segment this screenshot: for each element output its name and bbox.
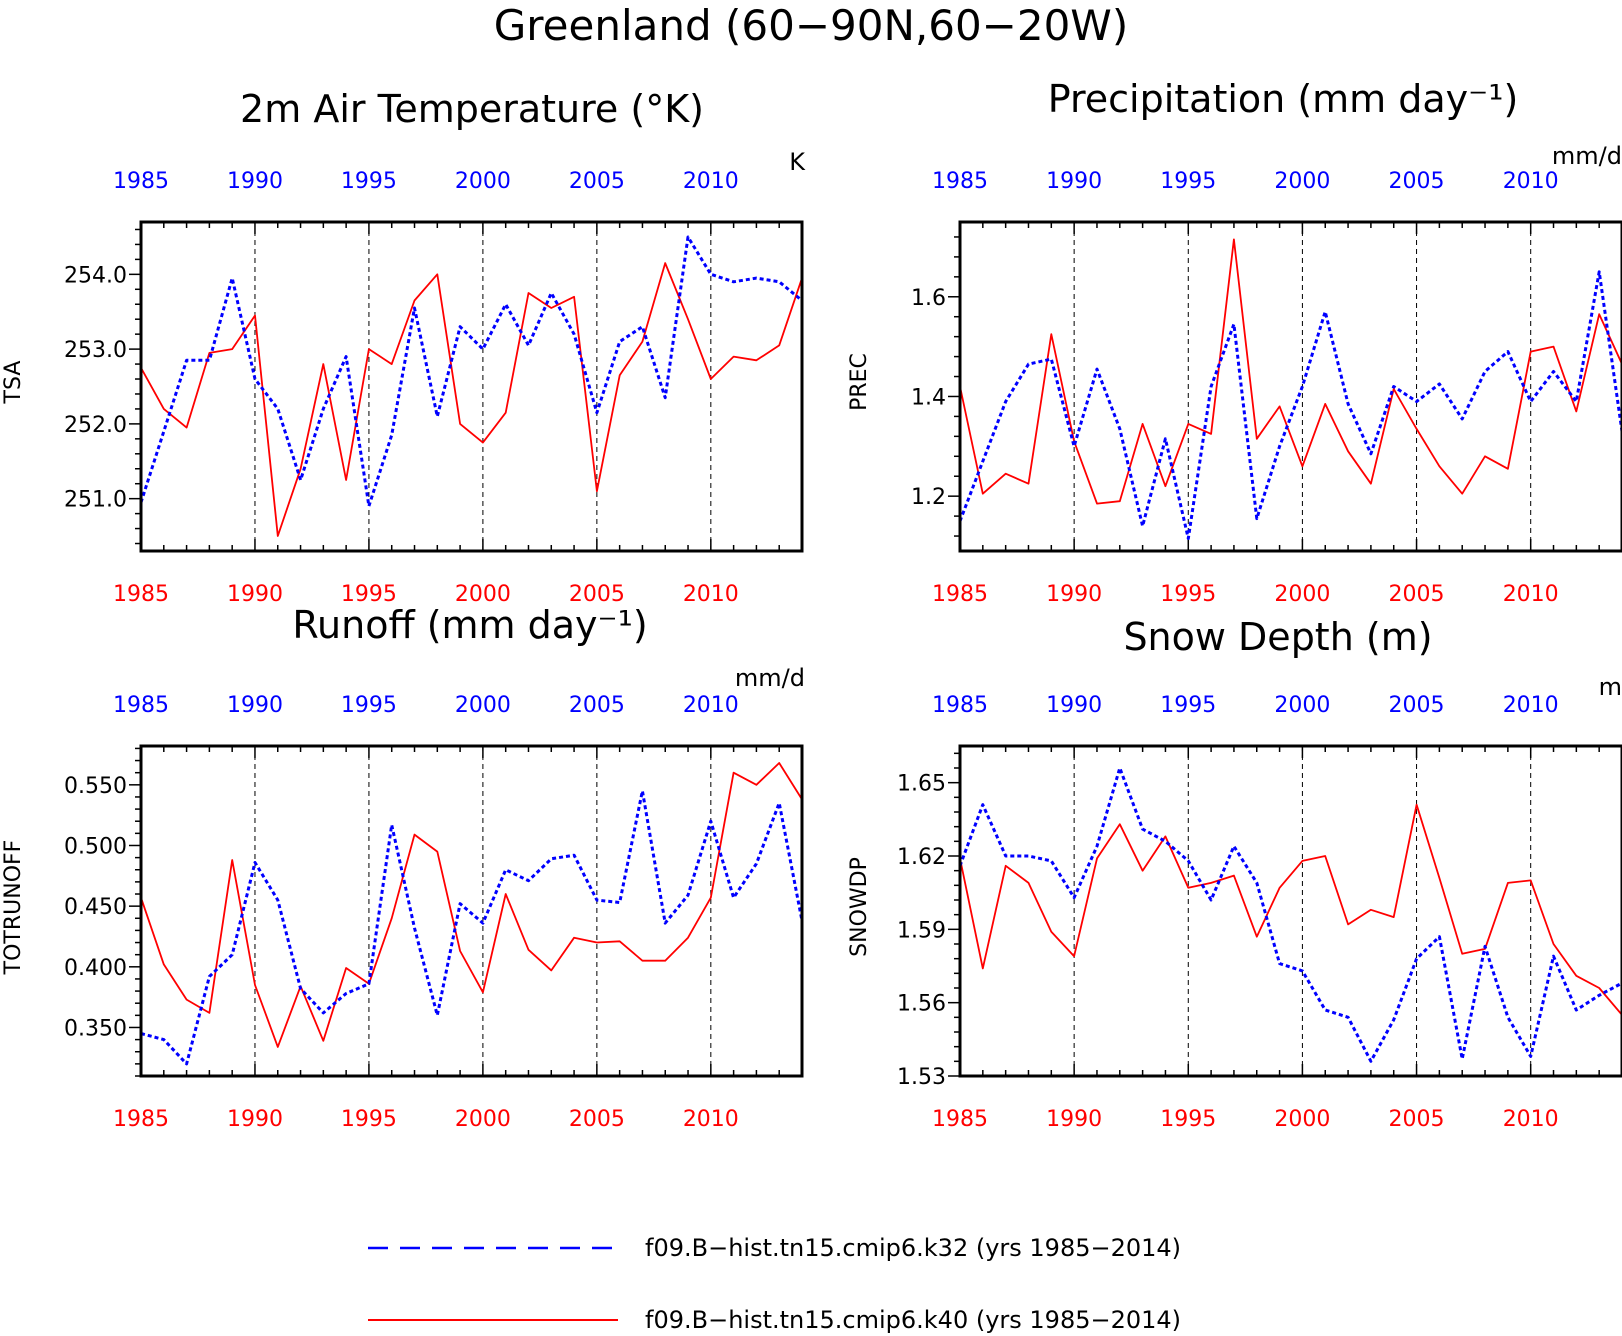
panel-title-temperature: 2m Air Temperature (°K) xyxy=(240,87,704,131)
x-tick-label-bottom: 1995 xyxy=(1160,1107,1216,1132)
x-tick-label-bottom: 1985 xyxy=(932,1107,988,1132)
x-tick-label-top: 2000 xyxy=(1274,169,1330,194)
x-tick-label-top: 1995 xyxy=(341,169,397,194)
y-tick-label: 1.56 xyxy=(897,992,946,1017)
units-label-precipitation: mm/d xyxy=(1552,142,1622,170)
x-tick-label-top: 1995 xyxy=(341,693,397,718)
x-tick-label-top: 1990 xyxy=(1046,693,1102,718)
y-tick-label: 0.500 xyxy=(64,834,127,859)
y-axis-label-temperature: TSA xyxy=(1,361,26,405)
y-axis-label-runoff: TOTRUNOFF xyxy=(1,840,26,976)
y-tick-label: 253.0 xyxy=(64,338,127,363)
x-tick-label-bottom: 1995 xyxy=(341,582,397,607)
y-tick-label: 252.0 xyxy=(64,413,127,438)
x-tick-label-bottom: 1990 xyxy=(227,1107,283,1132)
y-tick-label: 0.350 xyxy=(64,1016,127,1041)
x-tick-label-bottom: 2000 xyxy=(455,582,511,607)
units-label-runoff: mm/d xyxy=(735,664,805,692)
x-tick-label-top: 1990 xyxy=(227,169,283,194)
x-tick-label-top: 1995 xyxy=(1160,693,1216,718)
x-tick-label-top: 2005 xyxy=(569,169,625,194)
panel-temperature: 2m Air Temperature (°K) K TSA 251.0 252.0… xyxy=(1,87,806,607)
panel-runoff: Runoff (mm day⁻¹) mm/d TOTRUNOFF 0.350 0.… xyxy=(1,603,805,1132)
plot-frame-temperature xyxy=(139,220,804,553)
series-line-k40-temperature xyxy=(140,262,803,537)
x-tick-label-bottom: 2005 xyxy=(1389,582,1445,607)
y-axis-label-snow-depth: SNOWDP xyxy=(847,857,872,957)
figure-title: Greenland (60−90N,60−20W) xyxy=(494,1,1128,50)
y-tick-label: 254.0 xyxy=(64,263,127,288)
x-tick-label-bottom: 2005 xyxy=(569,582,625,607)
y-tick-label: 1.2 xyxy=(911,485,946,510)
x-tick-label-top: 2005 xyxy=(1389,693,1445,718)
y-axis-label-precipitation: PREC xyxy=(847,353,872,411)
series-line-k40-snow-depth xyxy=(959,803,1622,1016)
x-tick-label-bottom: 2010 xyxy=(1503,1107,1559,1132)
y-tick-label: 1.53 xyxy=(897,1065,946,1090)
legend-label-k32: f09.B−hist.tn15.cmip6.k32 (yrs 1985−2014… xyxy=(645,1234,1181,1262)
panel-snow-depth: Snow Depth (m) m SNOWDP 1.53 1.56 1.59 1.62… xyxy=(847,615,1622,1132)
y-tick-label: 0.550 xyxy=(64,774,127,799)
x-tick-label-bottom: 1990 xyxy=(227,582,283,607)
y-tick-label: 1.62 xyxy=(897,845,946,870)
x-tick-label-bottom: 1985 xyxy=(113,582,169,607)
panel-title-runoff: Runoff (mm day⁻¹) xyxy=(292,603,647,647)
x-tick-label-top: 1990 xyxy=(227,693,283,718)
x-tick-label-top: 2000 xyxy=(1274,693,1330,718)
x-tick-label-top: 2000 xyxy=(455,693,511,718)
x-tick-label-bottom: 1995 xyxy=(1160,582,1216,607)
series-line-k40-precipitation xyxy=(959,238,1622,505)
x-tick-label-top: 2005 xyxy=(569,693,625,718)
x-tick-label-bottom: 1990 xyxy=(1046,1107,1102,1132)
panel-precipitation: Precipitation (mm day⁻¹) mm/d PREC 1.2 1.… xyxy=(847,77,1622,607)
panel-title-precipitation: Precipitation (mm day⁻¹) xyxy=(1048,77,1519,121)
plot-frame-snow-depth xyxy=(958,744,1622,1078)
x-tick-label-top: 2010 xyxy=(683,169,739,194)
y-tick-label: 1.65 xyxy=(897,772,946,797)
x-tick-label-top: 1985 xyxy=(113,169,169,194)
x-tick-label-top: 1990 xyxy=(1046,169,1102,194)
y-tick-label: 1.4 xyxy=(911,385,946,410)
y-tick-label: 0.450 xyxy=(64,895,127,920)
x-tick-label-bottom: 1990 xyxy=(1046,582,1102,607)
plot-frame-precipitation xyxy=(958,220,1622,553)
x-tick-label-top: 1985 xyxy=(932,693,988,718)
plot-frame-runoff xyxy=(139,744,804,1078)
x-tick-label-top: 1985 xyxy=(113,693,169,718)
x-tick-label-bottom: 1995 xyxy=(341,1107,397,1132)
units-label-temperature: K xyxy=(789,148,806,176)
x-tick-label-top: 2010 xyxy=(683,693,739,718)
x-tick-label-top: 2010 xyxy=(1503,169,1559,194)
x-tick-label-bottom: 2000 xyxy=(455,1107,511,1132)
units-label-snow-depth: m xyxy=(1599,673,1622,701)
x-tick-label-bottom: 2000 xyxy=(1274,582,1330,607)
y-tick-label: 0.400 xyxy=(64,956,127,981)
series-line-k40-runoff xyxy=(140,762,803,1048)
legend: f09.B−hist.tn15.cmip6.k32 (yrs 1985−2014… xyxy=(368,1234,1181,1334)
x-tick-label-top: 2010 xyxy=(1503,693,1559,718)
x-tick-label-bottom: 2005 xyxy=(1389,1107,1445,1132)
x-tick-label-bottom: 2010 xyxy=(1503,582,1559,607)
x-tick-label-top: 1985 xyxy=(932,169,988,194)
y-tick-label: 251.0 xyxy=(64,488,127,513)
series-line-k32-temperature xyxy=(139,235,803,508)
panel-title-snow-depth: Snow Depth (m) xyxy=(1123,615,1432,659)
x-tick-label-bottom: 2010 xyxy=(683,582,739,607)
legend-label-k40: f09.B−hist.tn15.cmip6.k40 (yrs 1985−2014… xyxy=(645,1306,1181,1334)
x-tick-label-bottom: 1985 xyxy=(932,582,988,607)
y-tick-label: 1.6 xyxy=(911,286,946,311)
x-tick-label-top: 2005 xyxy=(1389,169,1445,194)
series-line-k32-precipitation xyxy=(958,270,1622,540)
y-tick-label: 1.59 xyxy=(897,918,946,943)
x-tick-label-bottom: 2005 xyxy=(569,1107,625,1132)
x-tick-label-bottom: 2010 xyxy=(683,1107,739,1132)
x-tick-label-top: 1995 xyxy=(1160,169,1216,194)
series-line-k32-snow-depth xyxy=(958,766,1622,1063)
x-tick-label-top: 2000 xyxy=(455,169,511,194)
x-tick-label-bottom: 2000 xyxy=(1274,1107,1330,1132)
series-line-k32-runoff xyxy=(140,789,804,1066)
x-tick-label-bottom: 1985 xyxy=(113,1107,169,1132)
